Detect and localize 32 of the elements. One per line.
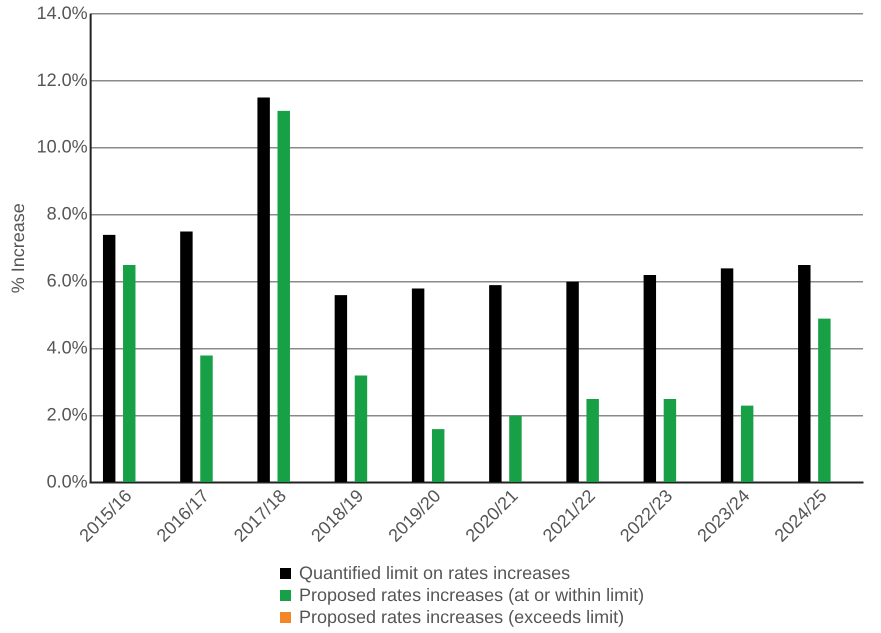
bar	[102, 234, 116, 482]
legend-label: Proposed rates increases (at or within limit)	[299, 584, 644, 606]
bar	[586, 398, 599, 482]
y-tick-label: 0.0%	[46, 472, 88, 492]
bar	[798, 265, 811, 482]
bar	[432, 429, 444, 482]
bar	[278, 110, 290, 482]
legend-label: Quantified limit on rates increases	[299, 562, 570, 584]
bar	[818, 318, 831, 482]
y-tick-label: 4.0%	[46, 338, 88, 358]
bar	[354, 376, 368, 482]
bar	[509, 416, 522, 482]
bar	[334, 295, 348, 482]
y-axis-title: % Increase	[8, 203, 28, 294]
y-tick-label: 10.0%	[36, 136, 88, 157]
bar	[412, 288, 424, 482]
bar	[664, 398, 676, 482]
bar	[644, 275, 656, 482]
y-tick-label: 8.0%	[46, 204, 88, 224]
legend-label: Proposed rates increases (exceeds limit)	[299, 606, 624, 628]
y-tick-label: 6.0%	[46, 270, 88, 291]
bar	[180, 232, 193, 482]
y-tick-label: 12.0%	[36, 70, 88, 90]
bar	[200, 355, 213, 482]
bar	[566, 282, 579, 482]
y-tick-label: 14.0%	[36, 2, 88, 23]
bar	[740, 406, 754, 482]
bar	[123, 265, 136, 482]
bar	[257, 98, 270, 482]
bar	[720, 268, 734, 482]
bar	[489, 285, 502, 482]
y-tick-label: 2.0%	[46, 404, 88, 425]
